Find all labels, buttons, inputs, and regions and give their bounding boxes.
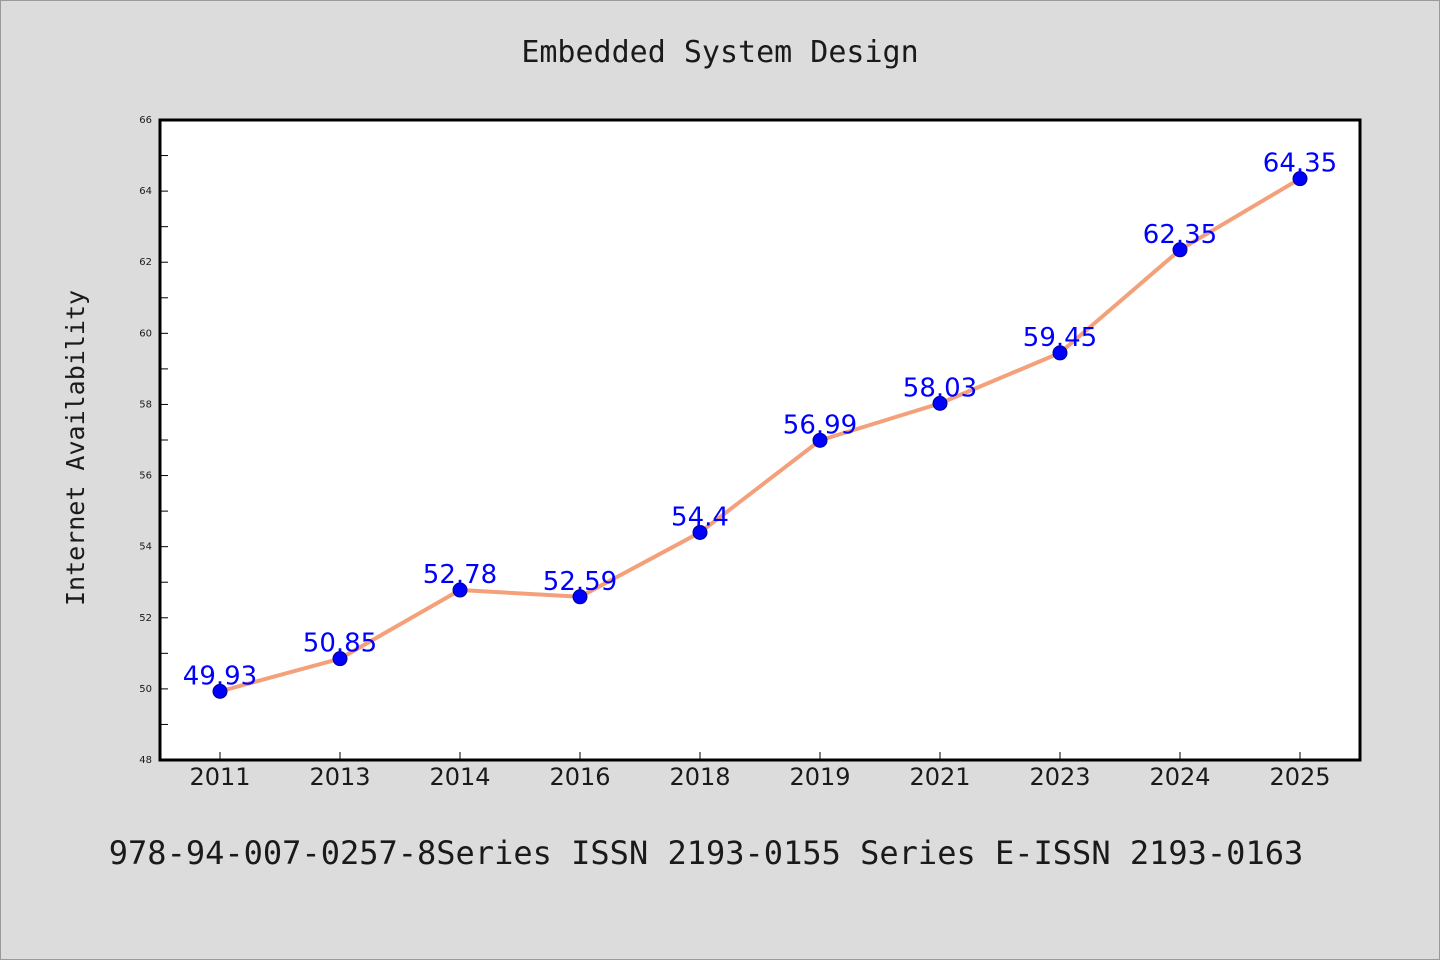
data-label: 52.59 [543, 567, 617, 597]
data-point [812, 432, 828, 448]
data-point [212, 683, 228, 699]
data-label: 62.35 [1143, 220, 1217, 250]
data-label: 59.45 [1023, 323, 1097, 353]
data-point [332, 651, 348, 667]
data-point [1052, 345, 1068, 361]
y-tick-label: 52 [139, 613, 152, 624]
x-tick-label: 2025 [1269, 763, 1330, 791]
y-tick-label: 48 [139, 755, 152, 766]
data-point [1172, 242, 1188, 258]
y-tick-label: 60 [139, 328, 152, 339]
data-point [1292, 171, 1308, 187]
y-tick-label: 54 [139, 542, 152, 553]
data-point [452, 582, 468, 598]
data-label: 58.03 [903, 373, 977, 403]
data-label: 50.85 [303, 629, 377, 659]
x-tick-label: 2016 [549, 763, 610, 791]
data-label: 64.35 [1263, 149, 1337, 179]
y-tick-label: 64 [139, 186, 152, 197]
y-tick-label: 50 [139, 684, 152, 695]
x-tick-label: 2024 [1149, 763, 1210, 791]
x-tick-label: 2013 [309, 763, 370, 791]
data-label: 54.4 [671, 502, 729, 532]
axis-ticks: 48 50 52 54 56 58 60 62 64 66 2011 2013 2014 2016 2018… [139, 115, 1330, 791]
data-labels: 49.93 50.85 52.78 52.59 54.4 56.99 58.03 59.45 6… [183, 149, 1337, 692]
x-tick-label: 2018 [669, 763, 730, 791]
y-tick-label: 62 [139, 257, 152, 268]
data-point [932, 395, 948, 411]
series-line [218, 176, 1302, 694]
chart-title: Embedded System Design [521, 35, 918, 70]
x-tick-label: 2014 [429, 763, 490, 791]
series-layer [212, 171, 1308, 699]
x-tick-label: 2011 [189, 763, 250, 791]
footer-isbn-issn: 978-94-007-0257-8Series ISSN 2193-0155 S… [109, 834, 1303, 872]
data-label: 56.99 [783, 410, 857, 440]
x-tick-label: 2023 [1029, 763, 1090, 791]
y-tick-label: 66 [139, 115, 152, 126]
data-label: 49.93 [183, 661, 257, 691]
y-axis-label: Internet Availability [61, 290, 90, 606]
plot-area [158, 118, 1362, 762]
data-label: 52.78 [423, 560, 497, 590]
y-tick-label: 58 [139, 399, 152, 410]
data-point [572, 589, 588, 605]
data-point [692, 524, 708, 540]
x-tick-label: 2021 [909, 763, 970, 791]
x-tick-label: 2019 [789, 763, 850, 791]
y-tick-label: 56 [139, 471, 152, 482]
